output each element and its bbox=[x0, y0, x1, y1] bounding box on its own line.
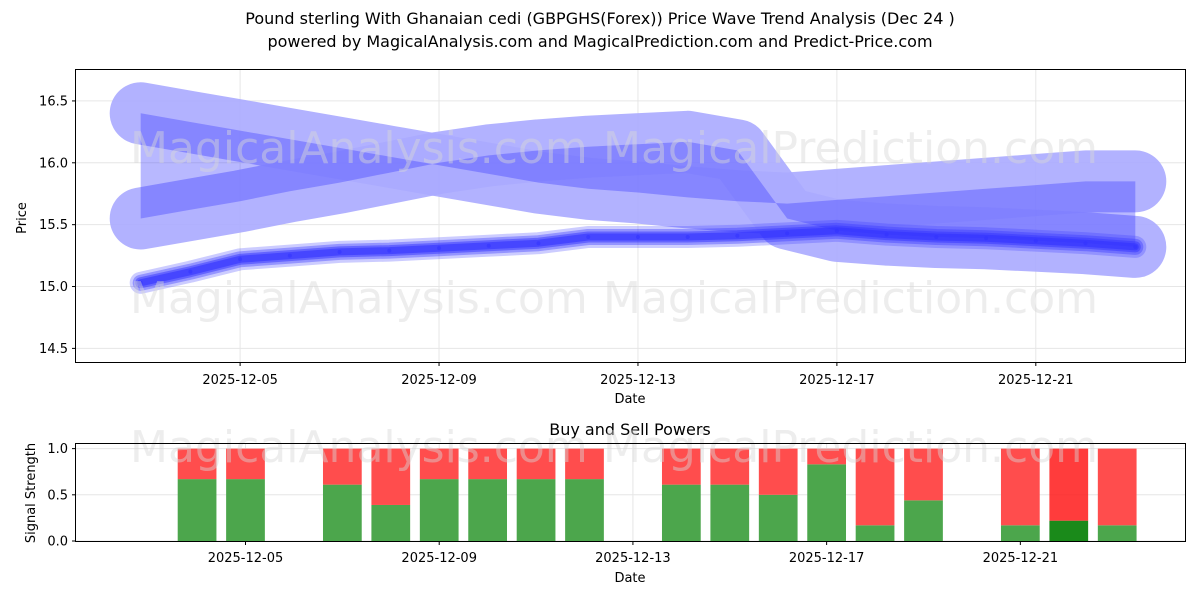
sell-bar-12 bbox=[855, 448, 895, 526]
buy-bar-12 bbox=[855, 525, 895, 541]
price-ytick-label-0: 14.5 bbox=[39, 342, 68, 357]
signal-xtick-label-2: 2025-12-13 bbox=[595, 551, 671, 566]
buy-bar-0 bbox=[177, 479, 217, 541]
price-point-1 bbox=[188, 269, 193, 274]
price-line bbox=[129, 219, 1147, 294]
price-point-6 bbox=[437, 246, 442, 251]
price-point-7 bbox=[486, 243, 491, 248]
price-y-axis-label: Price bbox=[15, 202, 30, 234]
buy-bar-5 bbox=[468, 479, 508, 541]
price-point-10 bbox=[635, 235, 640, 240]
watermark-magicalanalysis: MagicalAnalysis.com bbox=[130, 123, 588, 174]
price-ytick-label-4: 16.5 bbox=[39, 94, 68, 109]
price-plot-frame bbox=[75, 69, 1186, 363]
buy-bar-10 bbox=[758, 494, 798, 541]
signal-ytick-label-0: 0.0 bbox=[47, 535, 68, 550]
price-xtick-label-3: 2025-12-17 bbox=[799, 373, 875, 388]
price-point-18 bbox=[1033, 238, 1038, 243]
buy-bar-8 bbox=[661, 484, 701, 541]
price-point-3 bbox=[287, 253, 292, 258]
price-point-9 bbox=[586, 235, 591, 240]
sell-bar-7 bbox=[565, 448, 604, 480]
signal-ytick-label-2: 1.0 bbox=[47, 442, 68, 457]
sell-bar-2 bbox=[322, 448, 362, 485]
watermark-magicalprediction-2: MagicalPrediction.com bbox=[603, 273, 1098, 324]
buy-bar-1 bbox=[226, 479, 265, 541]
sell-bar-13 bbox=[904, 448, 943, 501]
signal-bars bbox=[177, 448, 1137, 541]
signal-ytick-label-1: 0.5 bbox=[47, 488, 68, 503]
buy-bar-3 bbox=[371, 504, 411, 541]
price-point-0 bbox=[138, 280, 143, 285]
price-point-13 bbox=[785, 231, 790, 236]
buy-bar-11 bbox=[807, 464, 847, 541]
watermark-magicalprediction: MagicalPrediction.com bbox=[603, 123, 1098, 174]
price-ytick-label-2: 15.5 bbox=[39, 218, 68, 233]
price-point-12 bbox=[735, 233, 740, 238]
signal-xtick-label-1: 2025-12-09 bbox=[401, 551, 477, 566]
buy-bar-13 bbox=[904, 500, 943, 541]
signal-axes: 0.0 0.5 1.0 2025-12-05 2025-12-09 2025-12-13 2… bbox=[47, 442, 1058, 566]
buy-bar-16 bbox=[1097, 525, 1137, 541]
price-xtick-label-4: 2025-12-21 bbox=[998, 373, 1074, 388]
sell-bar-14 bbox=[1000, 448, 1040, 526]
price-x-axis-label: Date bbox=[614, 392, 645, 407]
sell-bar-11 bbox=[807, 448, 847, 465]
price-point-8 bbox=[536, 241, 541, 246]
signal-xtick-label-3: 2025-12-17 bbox=[789, 551, 865, 566]
price-point-19 bbox=[1083, 241, 1088, 246]
signal-xtick-label-4: 2025-12-21 bbox=[983, 551, 1059, 566]
price-point-2 bbox=[238, 257, 243, 262]
sell-bar-6 bbox=[516, 448, 556, 480]
price-point-4 bbox=[337, 249, 342, 254]
price-ytick-label-1: 15.0 bbox=[39, 280, 68, 295]
sell-bar-16 bbox=[1097, 448, 1137, 526]
watermark-magicalanalysis-3: MagicalAnalysis.com bbox=[130, 422, 588, 473]
sell-bar-9 bbox=[710, 448, 750, 485]
price-xtick-label-1: 2025-12-09 bbox=[401, 373, 477, 388]
buy-bar-9 bbox=[710, 484, 750, 541]
buy-bar-4 bbox=[419, 479, 459, 541]
buy-bar-15 bbox=[1049, 520, 1089, 541]
chart-title-line1: Pound sterling With Ghanaian cedi (GBPGH… bbox=[245, 9, 955, 28]
price-point-17 bbox=[984, 236, 989, 241]
sell-bar-3 bbox=[371, 448, 411, 505]
price-xtick-label-0: 2025-12-05 bbox=[202, 373, 278, 388]
sell-bar-10 bbox=[758, 448, 798, 495]
signal-y-axis-label: Signal Strength bbox=[24, 443, 39, 543]
buy-bar-14 bbox=[1000, 525, 1040, 541]
signal-xtick-label-0: 2025-12-05 bbox=[208, 551, 284, 566]
price-xtick-label-2: 2025-12-13 bbox=[600, 373, 676, 388]
signal-x-axis-label: Date bbox=[614, 571, 645, 586]
chart-title-line2: powered by MagicalAnalysis.com and Magic… bbox=[267, 32, 933, 51]
price-point-15 bbox=[884, 232, 889, 237]
watermark-magicalanalysis-2: MagicalAnalysis.com bbox=[130, 273, 588, 324]
price-point-20 bbox=[1133, 244, 1138, 249]
sell-bar-5 bbox=[468, 448, 508, 480]
price-point-11 bbox=[685, 235, 690, 240]
wave-band-area bbox=[140, 113, 1136, 247]
sell-bar-4 bbox=[419, 448, 459, 480]
sell-bar-15 bbox=[1049, 448, 1089, 521]
signal-plot-frame bbox=[75, 443, 1186, 542]
buy-bar-2 bbox=[322, 484, 362, 541]
signal-chart-title: Buy and Sell Powers bbox=[549, 420, 711, 439]
price-axes: 14.5 15.0 15.5 16.0 16.5 2025-12-05 2025-12-09… bbox=[39, 94, 1074, 388]
watermark-magicalprediction-3: MagicalPrediction.com bbox=[603, 422, 1098, 473]
price-point-16 bbox=[934, 235, 939, 240]
price-ytick-label-3: 16.0 bbox=[39, 156, 68, 171]
buy-bar-6 bbox=[516, 479, 556, 541]
sell-bar-8 bbox=[661, 448, 701, 485]
price-point-5 bbox=[387, 248, 392, 253]
sell-bar-1 bbox=[226, 448, 265, 480]
price-point-14 bbox=[834, 228, 839, 233]
sell-bar-0 bbox=[177, 448, 217, 480]
wave-band-upper bbox=[109, 82, 1167, 235]
buy-bar-7 bbox=[565, 479, 604, 541]
